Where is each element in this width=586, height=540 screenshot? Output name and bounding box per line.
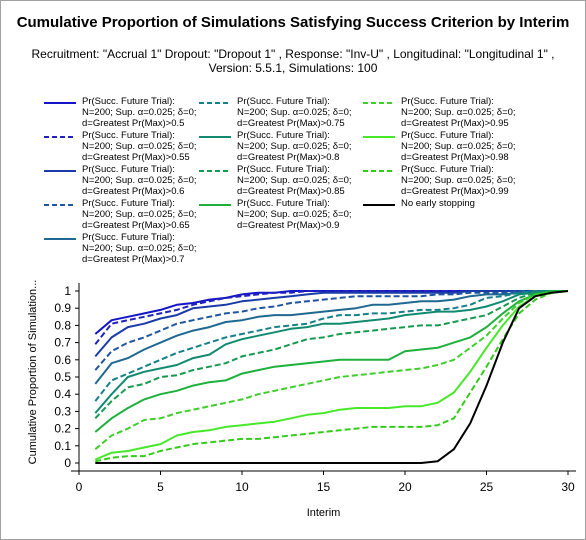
legend-label: Pr(Succ. Future Trial): N=200; Sup. α=0.… xyxy=(401,96,516,129)
y-tick-label: 0.2 xyxy=(54,422,71,436)
legend-label: Pr(Succ. Future Trial): N=200; Sup. α=0.… xyxy=(237,130,352,163)
y-tick-label: 0.8 xyxy=(54,318,71,332)
legend-swatch xyxy=(197,200,233,210)
x-tick-label: 30 xyxy=(561,480,575,494)
legend-label: Pr(Succ. Future Trial): N=200; Sup. α=0.… xyxy=(82,198,197,231)
legend-label: Pr(Succ. Future Trial): N=200; Sup. α=0.… xyxy=(237,164,352,197)
legend-item: Pr(Succ. Future Trial): N=200; Sup. α=0.… xyxy=(197,164,359,197)
legend-item: Pr(Succ. Future Trial): N=200; Sup. α=0.… xyxy=(42,198,204,231)
legend-label: Pr(Succ. Future Trial): N=200; Sup. α=0.… xyxy=(401,130,516,163)
legend-label: No early stopping xyxy=(401,198,475,209)
x-tick-label: 15 xyxy=(317,480,331,494)
x-tick-label: 0 xyxy=(76,480,83,494)
series-line-13 xyxy=(95,290,569,464)
legend-item: Pr(Succ. Future Trial): N=200; Sup. α=0.… xyxy=(197,96,359,129)
legend-label: Pr(Succ. Future Trial): N=200; Sup. α=0.… xyxy=(237,96,352,129)
series-line-11 xyxy=(94,290,569,461)
legend-label: Pr(Succ. Future Trial): N=200; Sup. α=0.… xyxy=(401,164,516,197)
legend-item: Pr(Succ. Future Trial): N=200; Sup. α=0.… xyxy=(361,130,523,163)
legend-item: No early stopping xyxy=(361,198,523,210)
legend-label: Pr(Succ. Future Trial): N=200; Sup. α=0.… xyxy=(82,164,197,197)
legend-item: Pr(Succ. Future Trial): N=200; Sup. α=0.… xyxy=(42,164,204,197)
legend-item: Pr(Succ. Future Trial): N=200; Sup. α=0.… xyxy=(197,198,359,231)
legend-item: Pr(Succ. Future Trial): N=200; Sup. α=0.… xyxy=(361,164,523,197)
series-line-5 xyxy=(94,290,568,385)
y-tick-label: 0.1 xyxy=(54,439,71,453)
legend-swatch xyxy=(42,200,78,210)
legend-swatch xyxy=(42,132,78,142)
x-tick-label: 20 xyxy=(398,480,412,494)
legend-label: Pr(Succ. Future Trial): N=200; Sup. α=0.… xyxy=(82,130,197,163)
y-tick-label: 0.9 xyxy=(54,301,71,315)
series-line-6 xyxy=(94,290,568,402)
legend-item: Pr(Succ. Future Trial): N=200; Sup. α=0.… xyxy=(42,232,204,265)
series-line-3 xyxy=(94,290,568,358)
legend-swatch xyxy=(197,98,233,108)
y-tick-label: 0.3 xyxy=(54,404,71,418)
y-tick-label: 1 xyxy=(64,284,71,298)
y-tick-label: 0 xyxy=(64,456,71,470)
legend-swatch xyxy=(42,98,78,108)
legend-swatch xyxy=(197,132,233,142)
legend-swatch xyxy=(361,132,397,142)
legend-swatch xyxy=(42,166,78,176)
legend-swatch xyxy=(361,98,397,108)
series-line-4 xyxy=(94,290,568,371)
y-tick-label: 0.7 xyxy=(54,336,71,350)
legend-item: Pr(Succ. Future Trial): N=200; Sup. α=0.… xyxy=(197,130,359,163)
x-axis-title: Interim xyxy=(307,507,341,519)
legend-item: Pr(Succ. Future Trial): N=200; Sup. α=0.… xyxy=(361,96,523,129)
y-tick-label: 0.5 xyxy=(54,370,71,384)
legend-swatch xyxy=(361,200,397,210)
series-line-8 xyxy=(94,290,568,419)
legend-item: Pr(Succ. Future Trial): N=200; Sup. α=0.… xyxy=(42,96,204,129)
y-tick-label: 0.6 xyxy=(54,353,71,367)
chart-subtitle: Recruitment: "Accrual 1" Dropout: "Dropo… xyxy=(31,47,555,75)
x-tick-label: 25 xyxy=(480,480,494,494)
y-axis-title: Cumulative Proportion of Simulation... xyxy=(27,280,39,465)
legend-label: Pr(Succ. Future Trial): N=200; Sup. α=0.… xyxy=(82,232,197,265)
series-line-9 xyxy=(94,290,568,433)
series-line-12 xyxy=(95,290,569,463)
legend-swatch xyxy=(197,166,233,176)
legend-label: Pr(Succ. Future Trial): N=200; Sup. α=0.… xyxy=(82,96,197,129)
x-tick-label: 5 xyxy=(157,480,164,494)
legend-swatch xyxy=(42,234,78,244)
legend-item: Pr(Succ. Future Trial): N=200; Sup. α=0.… xyxy=(42,130,204,163)
series-line-7 xyxy=(94,290,568,414)
legend-label: Pr(Succ. Future Trial): N=200; Sup. α=0.… xyxy=(237,198,352,231)
chart-title: Cumulative Proportion of Simulations Sat… xyxy=(16,14,570,31)
y-tick-label: 0.4 xyxy=(54,387,71,401)
series-line-10 xyxy=(94,290,569,450)
legend-swatch xyxy=(361,166,397,176)
x-tick-label: 10 xyxy=(235,480,249,494)
